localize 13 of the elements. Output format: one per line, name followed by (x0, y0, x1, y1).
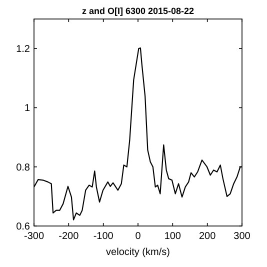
x-tick-label: -300 (24, 231, 44, 242)
x-tick-label: -200 (58, 231, 80, 242)
x-tick-label: 200 (198, 231, 216, 242)
x-tick-label: -100 (93, 231, 114, 242)
y-tick-label: 1 (24, 103, 30, 114)
y-tick-label: 0.6 (16, 222, 30, 232)
x-tick-label: 0 (135, 231, 142, 242)
x-tick-label: 300 (234, 231, 251, 242)
x-axis-title: velocity (km/s) (106, 247, 170, 258)
y-tick-label: 0.8 (16, 162, 30, 174)
x-tick-label: 100 (164, 231, 182, 242)
chart-title: z and O[I] 6300 2015-08-22 (82, 6, 194, 16)
y-tick-label: 1.2 (16, 44, 30, 56)
